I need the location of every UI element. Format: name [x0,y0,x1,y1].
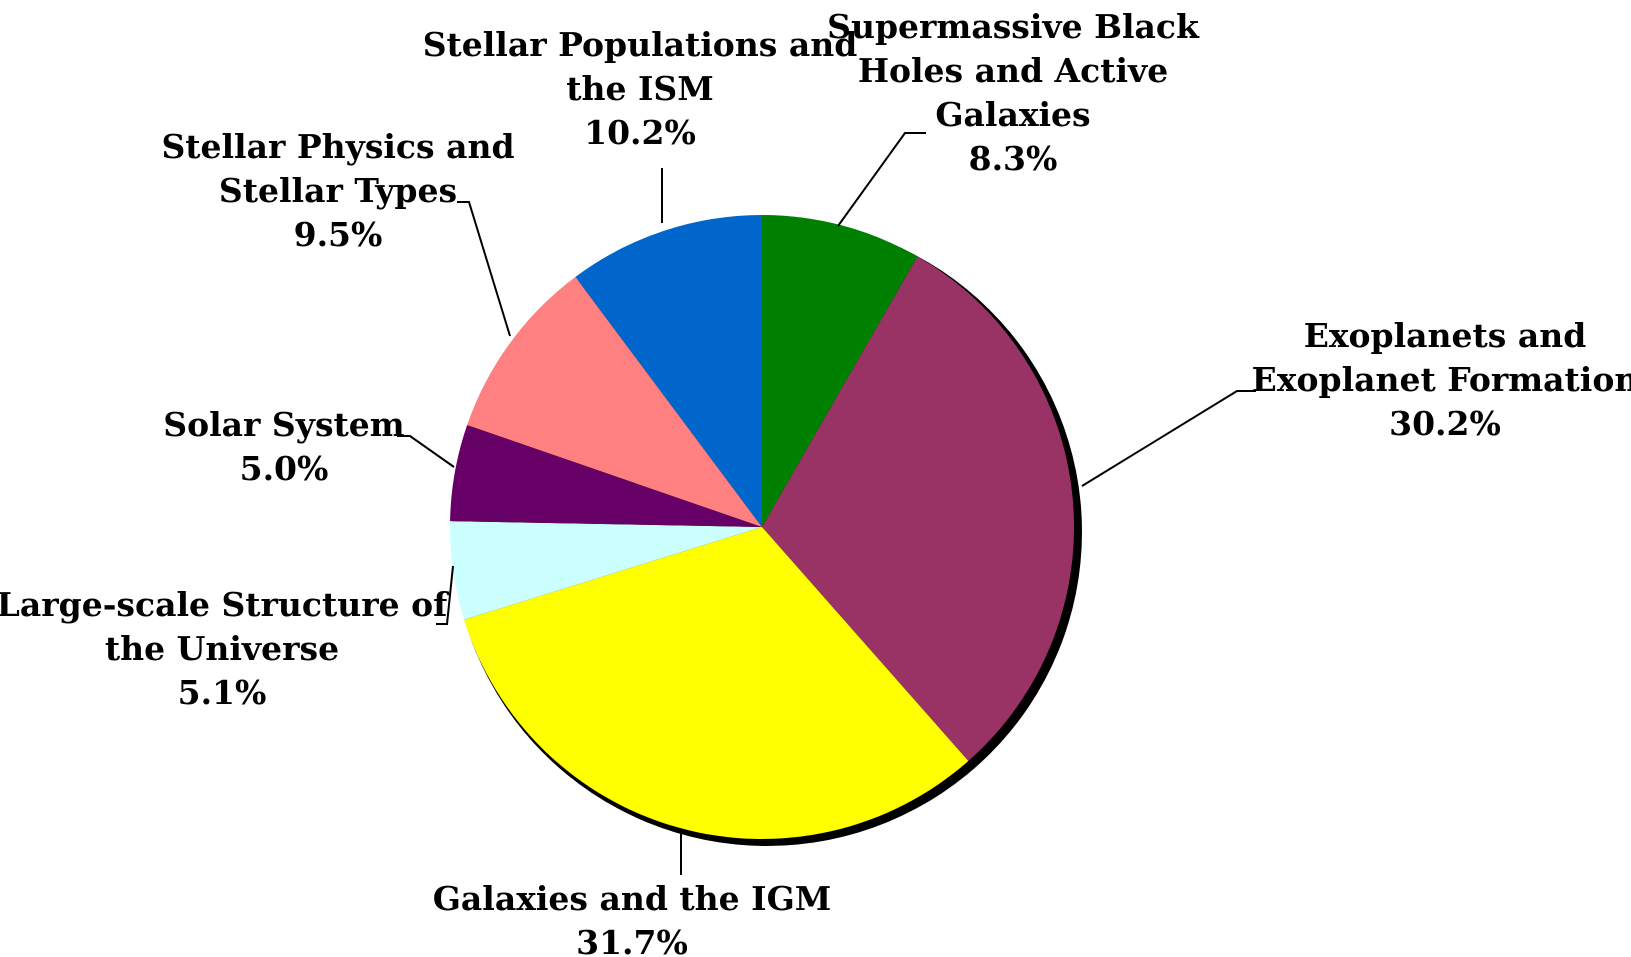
slice-name-line: Supermassive Black [827,7,1200,46]
pie-slice-galaxies-and-the-igm [464,527,969,839]
slice-name-line: Exoplanets and [1304,316,1587,355]
slice-name-line: Large-scale Structure of [0,585,449,624]
data-label-exoplanets-and-exoplanet-formation: Exoplanets and Exoplanet Formation 30.2% [1252,316,1631,443]
slice-percent: 5.1% [178,673,267,712]
slice-name-line: the Universe [105,629,339,668]
pie-slice-large-scale-structure-of-the-universe [450,521,762,620]
slice-name-line: Galaxies [935,95,1090,134]
data-label-stellar-physics-and-stellar-types: Stellar Physics and Stellar Types 9.5% [161,127,514,254]
slice-name-line: Stellar Physics and [161,127,514,166]
slice-name-line: Holes and Active [858,51,1168,90]
pie-slice-stellar-physics-and-stellar-types [467,276,762,527]
slice-name-line: Exoplanet Formation [1252,360,1631,399]
slice-name-line: Stellar Populations and [423,25,858,64]
leader-line-stellar-physics-and-stellar-types [457,201,511,337]
slice-percent: 10.2% [584,113,696,152]
leader-line-solar-system [397,435,455,468]
slice-name-line: Stellar Types [219,171,457,210]
slice-name-line: Solar System [163,405,404,444]
slice-name-line: Galaxies and the IGM [433,879,832,918]
pie-slice-solar-system [450,425,762,527]
data-label-stellar-populations-and-the-ism: Stellar Populations and the ISM 10.2% [423,25,858,152]
pie-slice-stellar-populations-and-the-ism [575,215,762,527]
slice-percent: 30.2% [1389,404,1501,443]
slice-percent: 9.5% [294,215,383,254]
leader-line-large-scale-structure-of-the-universe [436,565,454,625]
pie-slice-exoplanets-and-exoplanet-formation [762,256,1074,762]
slice-percent: 5.0% [240,449,329,488]
data-label-galaxies-and-the-igm: Galaxies and the IGM 31.7% [433,879,832,957]
leader-line-exoplanets-and-exoplanet-formation [1081,390,1256,487]
data-label-supermassive-black-holes-and-active-galaxies: Supermassive Black Holes and Active Galaxi… [827,7,1200,178]
data-label-solar-system: Solar System 5.0% [163,405,404,488]
slice-name-line: the ISM [566,69,714,108]
leader-line-supermassive-black-holes-and-active-galaxies [837,132,926,227]
slice-percent: 8.3% [969,139,1058,178]
pie-slice-supermassive-black-holes-and-active-galaxies [762,215,918,527]
slice-percent: 31.7% [576,923,688,957]
data-label-large-scale-structure-of-the-universe: Large-scale Structure of the Universe 5.1% [0,585,449,712]
